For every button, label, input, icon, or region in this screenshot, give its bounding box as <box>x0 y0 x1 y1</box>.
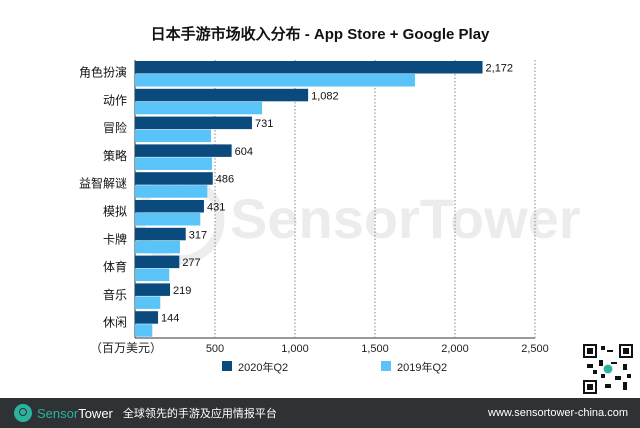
brand-name-b: Tower <box>78 405 113 421</box>
legend-swatch-2019 <box>381 361 391 371</box>
category-label: 体育 <box>103 259 127 274</box>
legend-swatch-2020 <box>222 361 232 371</box>
bar-2019q2 <box>135 296 161 309</box>
data-label: 317 <box>189 229 207 241</box>
data-label: 1,082 <box>311 90 339 102</box>
category-label: 音乐 <box>103 287 127 302</box>
bar-2019q2 <box>135 101 263 115</box>
category-label: 角色扮演 <box>79 65 127 80</box>
data-label: 604 <box>235 146 253 158</box>
category-label: 动作 <box>103 93 127 107</box>
data-label: 2,172 <box>486 63 514 75</box>
legend-label-2019: 2019年Q2 <box>397 360 447 374</box>
bar-2019q2 <box>135 268 170 282</box>
tagline: 全球领先的手游及应用情报平台 <box>122 408 277 420</box>
qr-code-icon[interactable] <box>583 344 633 394</box>
watermark: SensorTower <box>230 187 581 250</box>
brand-name-a: Sensor <box>37 405 79 421</box>
bar-2019q2 <box>135 157 212 170</box>
bar-chart: SensorTower 日本手游市场收入分布 - App Store + Goo… <box>79 25 581 374</box>
chart-title: 日本手游市场收入分布 - App Store + Google Play <box>151 25 490 43</box>
bar-2019q2 <box>135 213 201 226</box>
bar-2019q2 <box>135 185 208 198</box>
data-label: 731 <box>255 118 273 130</box>
sensortower-logo-icon <box>14 404 32 422</box>
bar-2019q2 <box>135 324 153 337</box>
bar-2020q2 <box>135 311 159 324</box>
data-label: 219 <box>173 285 191 297</box>
legend-label-2020: 2020年Q2 <box>238 360 288 374</box>
x-axis-label: （百万美元） <box>90 341 162 355</box>
bar-2019q2 <box>135 74 415 87</box>
category-label: 休闲 <box>103 316 127 330</box>
brand-name: SensorTower <box>37 406 113 421</box>
sensortower-logo[interactable]: SensorTower <box>14 404 113 422</box>
data-label: 486 <box>216 174 234 186</box>
bar-2020q2 <box>135 200 204 213</box>
bar-2020q2 <box>135 144 232 157</box>
bar-2019q2 <box>135 240 180 254</box>
x-tick-label: 2,500 <box>521 343 549 355</box>
data-label: 144 <box>161 313 179 325</box>
footer-bar: SensorTower 全球领先的手游及应用情报平台 www.sensortow… <box>0 398 640 428</box>
bar-2020q2 <box>135 61 483 74</box>
x-tick-label: 1,000 <box>281 343 309 355</box>
category-label: 益智解谜 <box>79 176 127 191</box>
bar-2020q2 <box>135 172 213 185</box>
bar-2020q2 <box>135 255 180 269</box>
bar-2020q2 <box>135 88 309 102</box>
x-tick-label: 500 <box>206 343 224 355</box>
category-label: 策略 <box>103 148 127 163</box>
category-label: 冒险 <box>103 120 127 135</box>
bar-2019q2 <box>135 129 211 143</box>
category-label: 卡牌 <box>103 232 127 246</box>
bar-2020q2 <box>135 283 171 296</box>
data-label: 431 <box>207 202 225 214</box>
legend: 2020年Q2 2019年Q2 <box>222 360 447 374</box>
category-label: 模拟 <box>103 205 127 219</box>
bar-2020q2 <box>135 116 252 130</box>
website-link[interactable]: www.sensortower-china.com <box>488 407 628 419</box>
data-label: 277 <box>182 257 200 269</box>
x-tick-label: 1,500 <box>361 343 389 355</box>
x-tick-label: 2,000 <box>441 343 469 355</box>
bar-2020q2 <box>135 227 186 241</box>
